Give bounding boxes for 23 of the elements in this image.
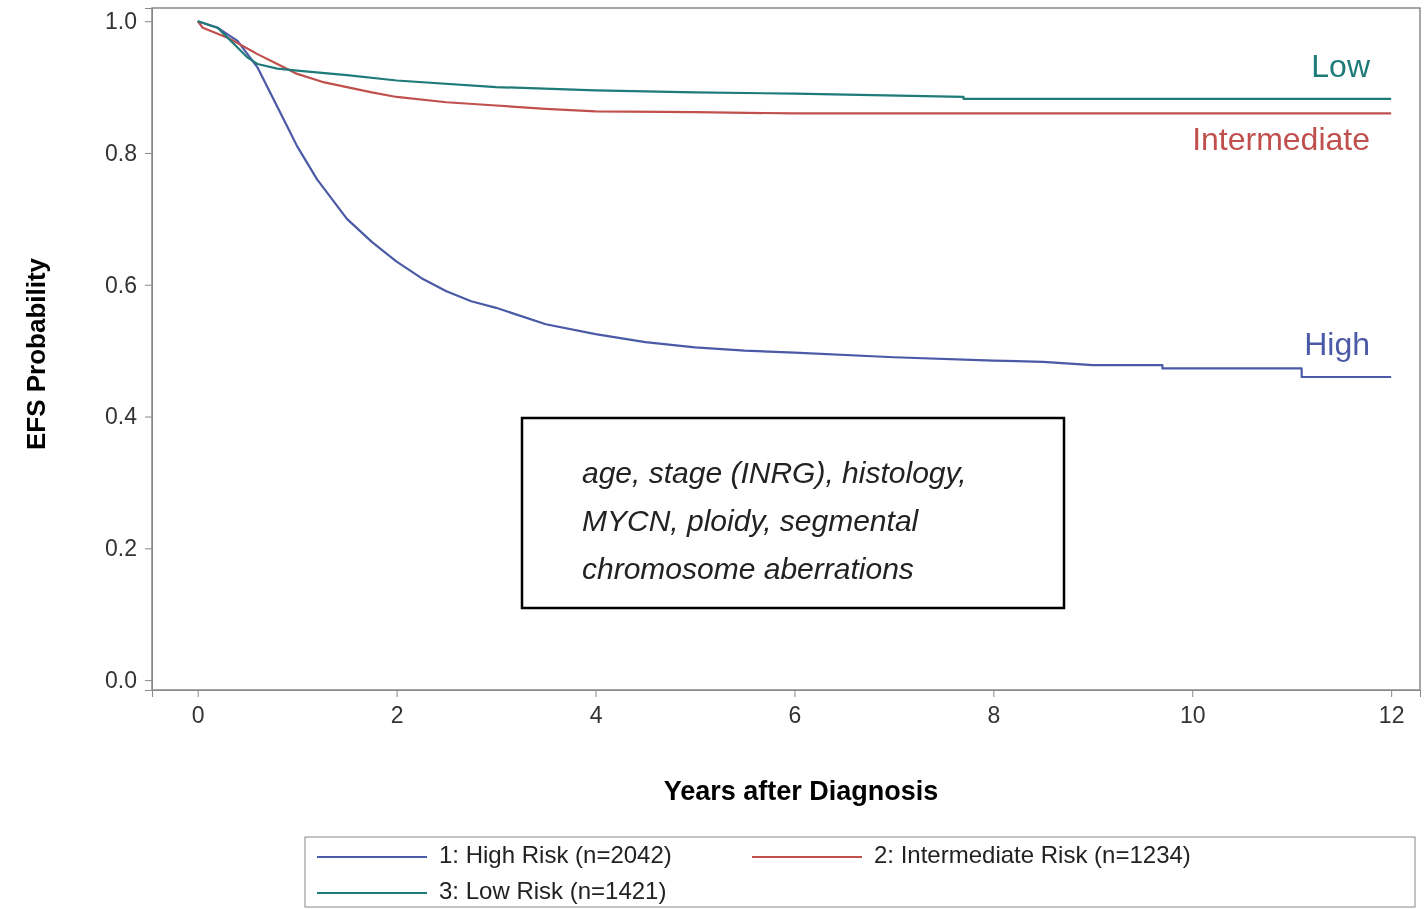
y-tick-label: 1.0 bbox=[105, 8, 137, 35]
x-tick-label: 0 bbox=[191, 702, 205, 729]
x-tick-label: 6 bbox=[788, 702, 802, 729]
y-tick-label: 0.0 bbox=[105, 666, 137, 693]
x-tick-label: 12 bbox=[1378, 702, 1405, 729]
y-tick-label: 0.4 bbox=[105, 403, 138, 430]
x-axis-title: Years after Diagnosis bbox=[663, 776, 939, 806]
y-tick-label: 0.6 bbox=[105, 271, 137, 298]
annotation: age, stage (INRG), histology, MYCN, ploidy, segmental chromosome aberrations bbox=[582, 456, 967, 585]
annotation: High bbox=[1304, 326, 1370, 363]
annotation: Low bbox=[1311, 48, 1371, 85]
x-tick-label: 10 bbox=[1179, 702, 1206, 729]
text-box: age, stage (INRG), histology, MYCN, ploidy, segmental chromosome aberrations bbox=[520, 416, 1066, 610]
y-tick-label: 0.2 bbox=[105, 535, 137, 562]
y-tick-label: 0.8 bbox=[105, 139, 137, 166]
x-tick-label: 2 bbox=[390, 702, 404, 729]
legend-label: 3: Low Risk (n=1421) bbox=[439, 877, 667, 905]
legend-label: 2: Intermediate Risk (n=1234) bbox=[874, 841, 1191, 869]
y-axis-title: EFS Probability bbox=[21, 257, 51, 451]
legend-label: 1: High Risk (n=2042) bbox=[439, 841, 672, 869]
x-tick-label: 4 bbox=[589, 702, 603, 729]
x-tick-label: 8 bbox=[987, 702, 1001, 729]
annotation: Intermediate bbox=[1192, 120, 1370, 157]
